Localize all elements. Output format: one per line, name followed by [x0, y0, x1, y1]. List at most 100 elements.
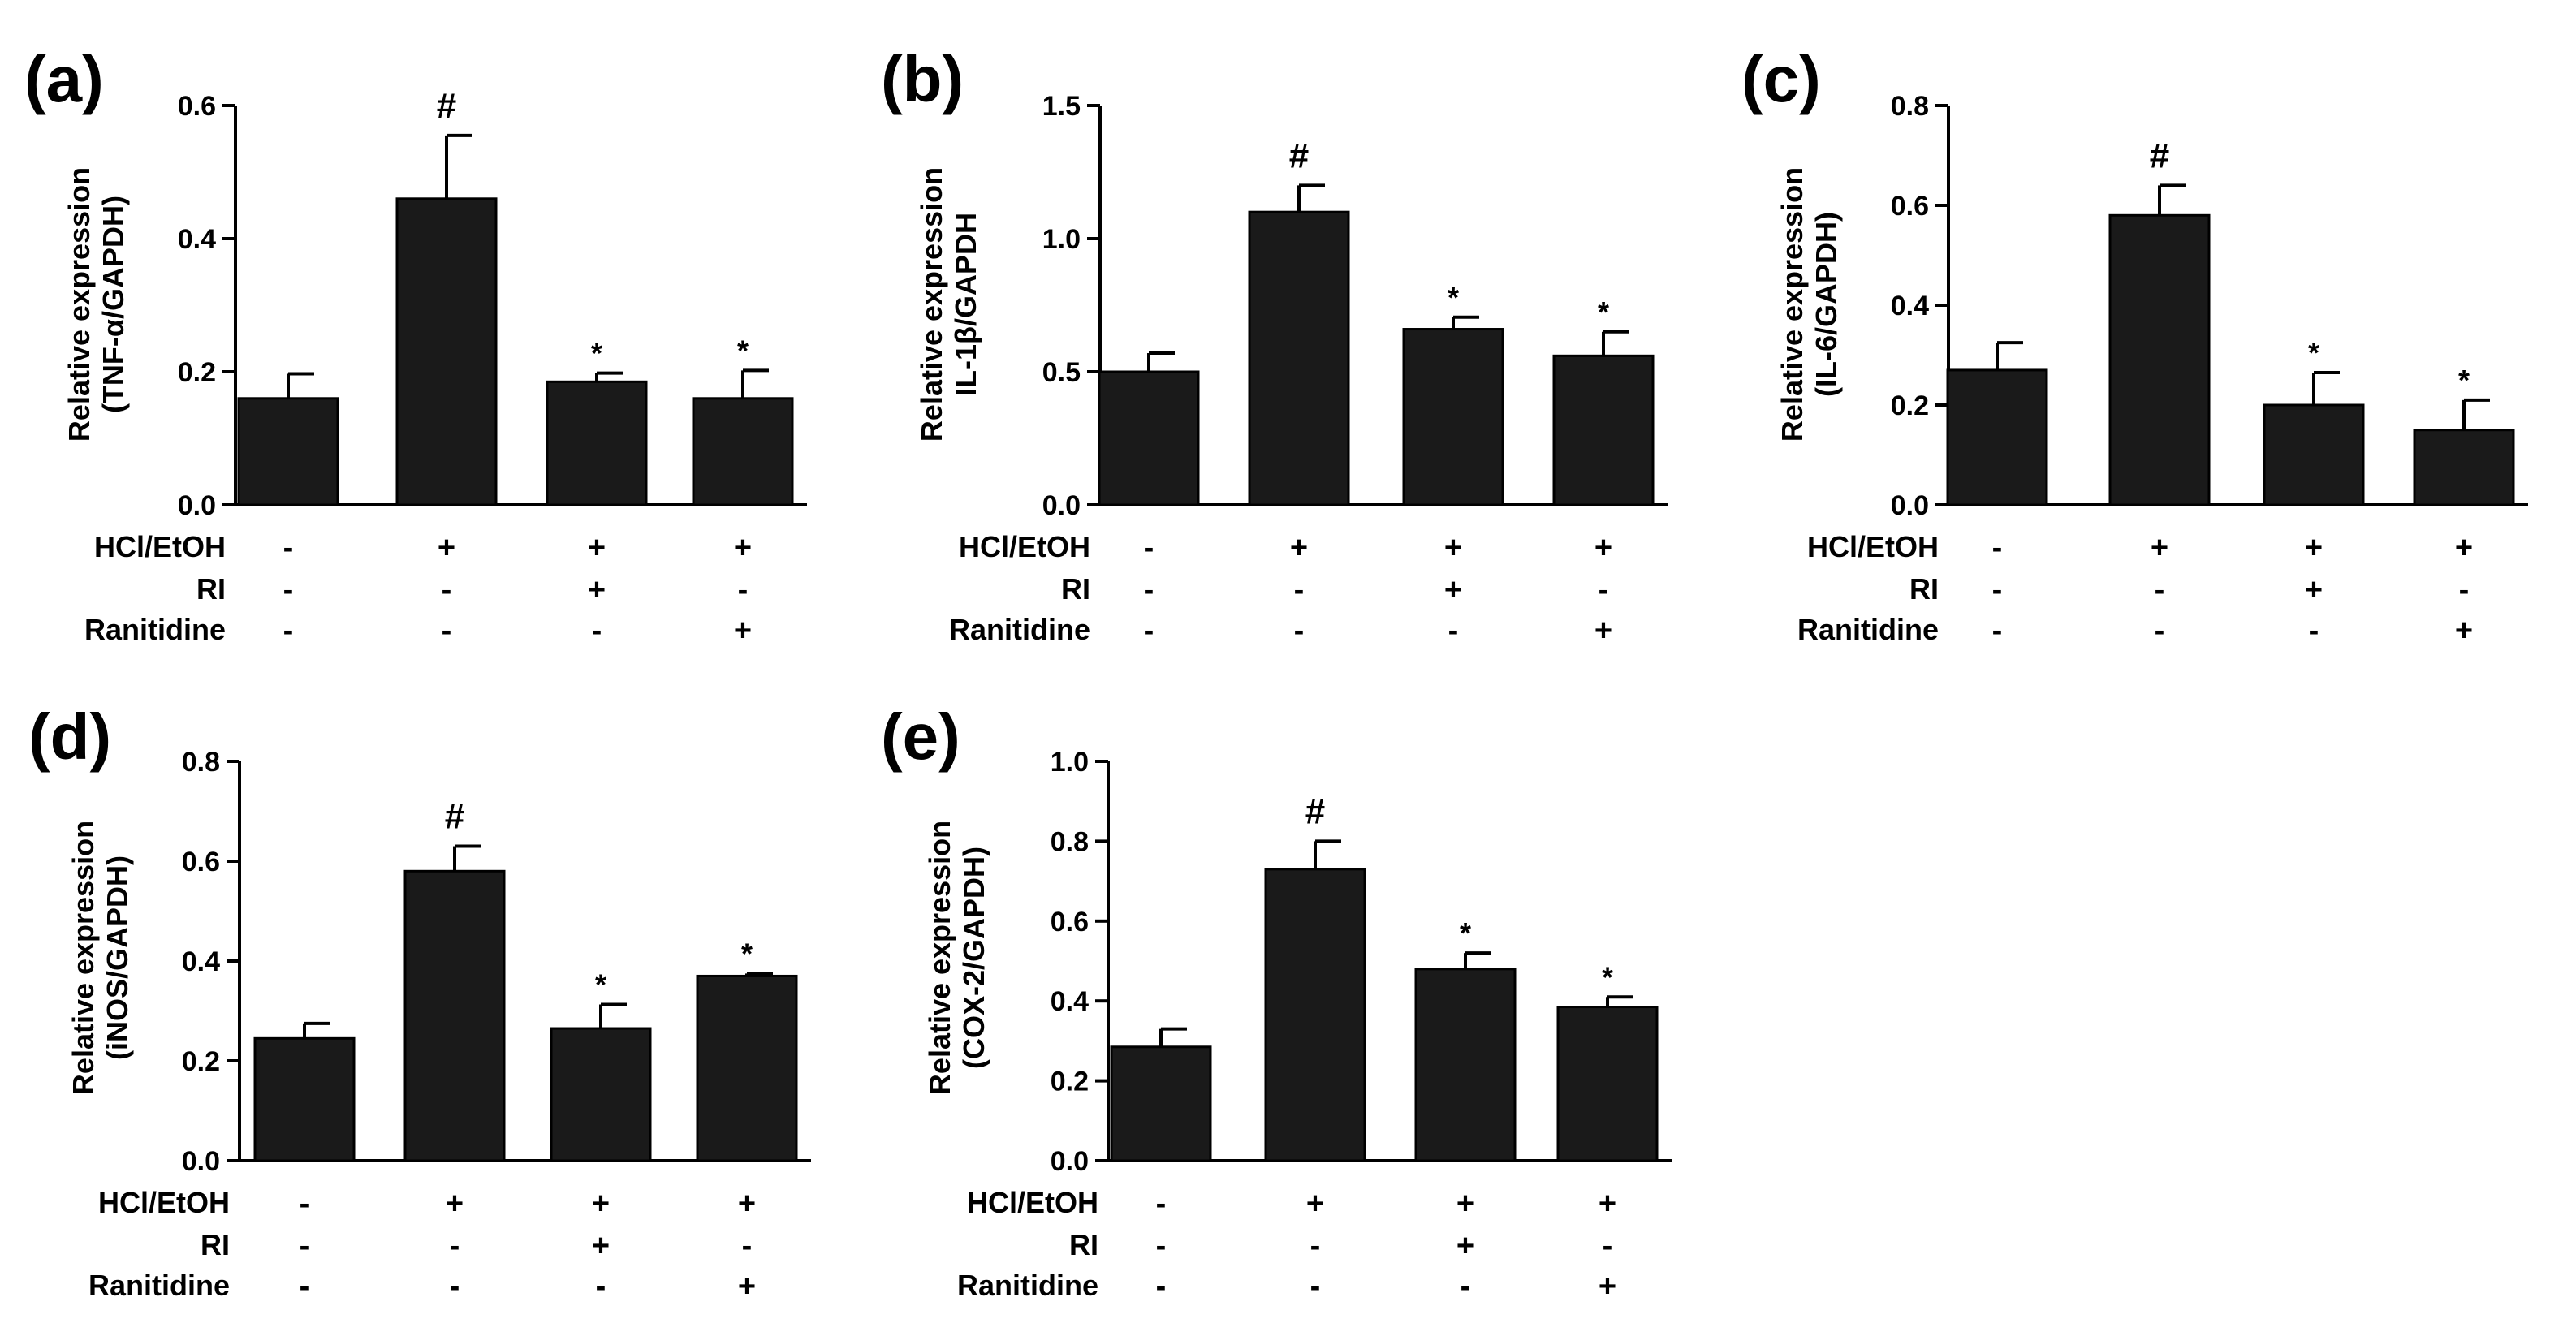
- significance-mark: #: [437, 86, 456, 126]
- condition-sign: +: [588, 573, 606, 607]
- y-tick-label: 0.6: [1051, 907, 1089, 937]
- y-tick-label: 0.0: [178, 490, 216, 521]
- y-tick-label: 0.5: [1042, 357, 1081, 388]
- y-tick-label: 0.2: [178, 357, 216, 388]
- y-axis-title-line: Relative expression: [67, 821, 100, 1095]
- condition-sign: +: [734, 614, 752, 648]
- condition-sign: +: [1599, 1269, 1616, 1304]
- condition-sign: -: [592, 614, 602, 648]
- condition-row-label: Ranitidine: [84, 613, 226, 646]
- condition-row-label: Ranitidine: [88, 1269, 230, 1302]
- condition-sign: -: [1294, 573, 1305, 607]
- condition-sign: -: [1599, 573, 1609, 607]
- y-axis-title-line: (iNOS/GAPDH): [101, 855, 134, 1060]
- bar: [1556, 1006, 1659, 1162]
- condition-sign: -: [283, 614, 294, 648]
- chart-panel-5: (e) Relative expression(COX-2/GAPDH) 0.0 0.…: [881, 700, 1672, 1304]
- condition-sign: -: [300, 1187, 310, 1221]
- condition-row-label: HCl/EtOH: [94, 530, 226, 563]
- condition-sign: +: [734, 531, 752, 565]
- condition-sign: +: [1444, 573, 1462, 607]
- condition-sign: -: [283, 531, 294, 565]
- condition-sign: +: [2305, 531, 2323, 565]
- chart-panel-2: (b) Relative expressionIL-1β/GAPDH 0.0 0.5 1…: [881, 43, 1668, 648]
- condition-sign: -: [1310, 1229, 1321, 1263]
- condition-sign: -: [1461, 1269, 1471, 1304]
- condition-sign: -: [2309, 614, 2319, 648]
- condition-sign: -: [1156, 1269, 1167, 1304]
- y-axis-title-line: Relative expression: [915, 167, 948, 442]
- condition-row-label: Ranitidine: [957, 1269, 1098, 1302]
- significance-mark: #: [445, 797, 464, 837]
- y-tick-label: 1.0: [1051, 747, 1089, 778]
- condition-sign: -: [283, 573, 294, 607]
- panel-label: (e): [881, 700, 960, 773]
- bar: [403, 869, 506, 1162]
- bar: [2108, 213, 2211, 506]
- condition-sign: +: [446, 1187, 464, 1221]
- y-axis-title-line: (COX-2/GAPDH): [957, 847, 990, 1069]
- condition-row-label: HCl/EtOH: [967, 1186, 1098, 1219]
- condition-sign: -: [742, 1229, 753, 1263]
- y-axis-title-line: Relative expression: [923, 821, 956, 1095]
- condition-row-label: RI: [196, 572, 226, 606]
- bar: [1402, 328, 1504, 506]
- condition-sign: -: [2459, 573, 2470, 607]
- condition-sign: -: [1992, 531, 2003, 565]
- bar: [237, 397, 339, 506]
- panel-label: (a): [24, 43, 104, 115]
- significance-mark: *: [737, 334, 749, 367]
- condition-sign: +: [1594, 614, 1612, 648]
- bar: [550, 1027, 652, 1162]
- condition-sign: -: [2155, 573, 2165, 607]
- y-tick-label: 0.4: [178, 224, 216, 255]
- y-tick-label: 0.6: [182, 847, 220, 877]
- significance-mark: #: [1305, 791, 1325, 831]
- bar: [395, 197, 498, 506]
- condition-sign: +: [592, 1187, 610, 1221]
- significance-mark: *: [741, 937, 753, 970]
- condition-sign: +: [738, 1187, 756, 1221]
- bar: [1110, 1045, 1212, 1162]
- y-tick-label: 0.2: [182, 1046, 220, 1077]
- bar: [1414, 968, 1517, 1162]
- condition-row-label: RI: [1069, 1228, 1098, 1261]
- condition-sign: +: [1456, 1187, 1474, 1221]
- y-tick-label: 1.0: [1042, 224, 1081, 255]
- condition-sign: -: [1603, 1229, 1613, 1263]
- condition-sign: -: [450, 1229, 460, 1263]
- condition-sign: +: [1290, 531, 1308, 565]
- condition-sign: -: [300, 1269, 310, 1304]
- condition-row-label: HCl/EtOH: [98, 1186, 230, 1219]
- y-axis-title-line: (IL-6/GAPDH): [1810, 212, 1843, 397]
- bar: [253, 1036, 356, 1162]
- y-axis-title: Relative expression(TNF-α/GAPDH): [63, 167, 130, 442]
- y-tick-label: 1.5: [1042, 91, 1081, 122]
- panel-label: (b): [881, 43, 964, 115]
- significance-mark: *: [1598, 295, 1609, 329]
- bar: [1098, 370, 1200, 506]
- condition-sign: +: [2455, 531, 2473, 565]
- y-tick-label: 0.0: [1051, 1146, 1089, 1177]
- condition-row-label: HCl/EtOH: [959, 530, 1090, 563]
- y-tick-label: 0.4: [1891, 291, 1929, 321]
- significance-mark: *: [1602, 960, 1613, 993]
- y-tick-label: 0.8: [182, 747, 220, 778]
- chart-panel-3: (c) Relative expression(IL-6/GAPDH) 0.0 0.2…: [1741, 43, 2528, 648]
- bar: [546, 380, 648, 506]
- significance-mark: *: [1460, 916, 1471, 950]
- y-tick-label: 0.4: [182, 946, 220, 977]
- y-tick-label: 0.0: [1042, 490, 1081, 521]
- condition-row-label: Ranitidine: [1797, 613, 1939, 646]
- y-axis-title: Relative expression(IL-6/GAPDH): [1776, 167, 1843, 442]
- bar: [2413, 429, 2515, 506]
- condition-sign: -: [1294, 614, 1305, 648]
- condition-row-label: RI: [201, 1228, 230, 1261]
- condition-sign: +: [1456, 1229, 1474, 1263]
- condition-sign: -: [300, 1229, 310, 1263]
- y-tick-label: 0.6: [1891, 191, 1929, 222]
- condition-sign: -: [442, 573, 452, 607]
- y-tick-label: 0.4: [1051, 986, 1089, 1017]
- y-tick-label: 0.0: [182, 1146, 220, 1177]
